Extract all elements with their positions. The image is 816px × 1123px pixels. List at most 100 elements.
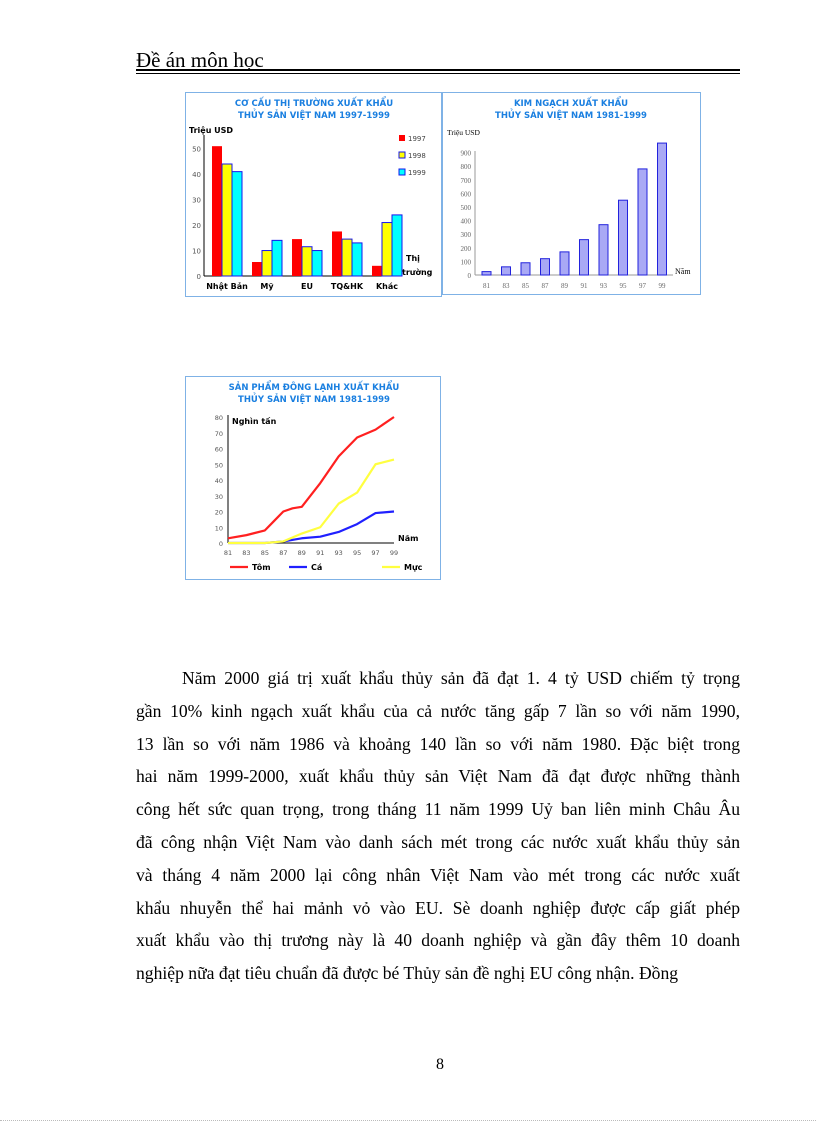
x-tick-label: 89 — [298, 549, 306, 557]
y-tick-label: 200 — [461, 245, 472, 253]
x-axis-label: Năm — [675, 267, 691, 276]
y-tick-label: 0 — [468, 272, 472, 280]
chart-title: THỦY SẢN VIỆT NAM 1981-1999 — [238, 392, 390, 405]
bar-Khác-1999 — [391, 214, 403, 277]
x-tick-label: TQ&HK — [331, 282, 364, 291]
y-tick-label: 30 — [192, 197, 201, 205]
text-line: Năm 2000 giá trị xuất khẩu thủy sản đã đ… — [182, 668, 740, 688]
chart-title: CƠ CẤU THỊ TRƯỜNG XUẤT KHẨU — [235, 96, 393, 109]
x-tick-label: Mỹ — [260, 282, 274, 291]
bar-Khác-1998 — [381, 222, 393, 277]
y-tick-label: 20 — [192, 222, 201, 230]
bar-EU-1998 — [301, 246, 313, 277]
header-rule — [136, 69, 740, 74]
x-tick-label: Nhật Bản — [206, 281, 248, 291]
y-axis-label: Nghìn tấn — [232, 416, 277, 426]
bar-97 — [637, 168, 648, 276]
legend-label: 1998 — [408, 152, 426, 160]
text-line: xuất khẩu vào thị trương này là 40 doanh… — [136, 930, 740, 951]
chart-market-structure: CƠ CẤU THỊ TRƯỜNG XUẤT KHẨU THỦY SẢN VIỆT… — [185, 92, 442, 297]
chart-title: THỦY SẢN VIỆT NAM 1997-1999 — [238, 108, 390, 121]
y-tick-label: 60 — [215, 446, 223, 454]
x-tick-label: 93 — [600, 282, 608, 290]
text-line: 13 lần so với năm 1986 và khoảng 140 lần… — [136, 733, 740, 754]
x-tick-label: 99 — [659, 282, 667, 290]
bar-91 — [579, 239, 589, 276]
y-tick-label: 300 — [461, 231, 472, 239]
x-tick-label: 99 — [390, 549, 398, 557]
x-tick-label: EU — [301, 282, 313, 291]
legend-swatch — [398, 168, 406, 176]
y-tick-label: 700 — [461, 177, 472, 185]
bar-Mỹ-1998 — [261, 250, 273, 277]
y-tick-label: 800 — [461, 163, 472, 171]
line-Tôm — [227, 416, 395, 540]
x-tick-label: 83 — [503, 282, 511, 290]
x-tick-label: 83 — [242, 549, 250, 557]
x-tick-label: 95 — [353, 549, 361, 557]
y-tick-label: 400 — [461, 218, 472, 226]
x-tick-label: 97 — [639, 282, 647, 290]
y-tick-label: 50 — [215, 461, 223, 469]
bar-Mỹ-1999 — [271, 239, 283, 277]
x-axis-label: Thị — [406, 254, 420, 263]
header-title: Đề án môn học — [136, 48, 264, 72]
y-tick-label: 100 — [461, 258, 472, 266]
x-tick-label: 89 — [561, 282, 569, 290]
bar-EU-1999 — [311, 250, 323, 277]
y-tick-label: 80 — [215, 414, 223, 422]
text-line: công hết sức quan trọng, trong tháng 11 … — [136, 799, 740, 820]
x-tick-label: 91 — [316, 549, 324, 557]
text-line: đã công nhận Việt Nam vào danh sách mét … — [136, 831, 740, 852]
bar-TQ&HK-1997 — [332, 231, 342, 276]
y-tick-label: 10 — [215, 524, 223, 532]
y-tick-label: 70 — [215, 430, 223, 438]
legend-label: 1997 — [408, 135, 426, 143]
legend-label: 1999 — [408, 169, 426, 177]
text-line: khẩu nhuyễn thể hai mảnh vỏ vào EU. Sè d… — [136, 897, 740, 918]
legend-label: Mực — [404, 563, 423, 572]
bar-99 — [657, 142, 667, 276]
text-line: và tháng 4 năm 2000 lại công nhân Việt N… — [136, 864, 740, 885]
text-line: nghiệp nữa đạt tiêu chuẩn đã được bé Thủ… — [136, 963, 679, 984]
y-axis-label: Triệu USD — [189, 126, 233, 135]
line-Mực — [228, 458, 395, 545]
legend-label: Cá — [311, 563, 322, 572]
bar-81 — [481, 271, 492, 276]
legend-label: Tôm — [252, 562, 271, 572]
text-line: gần 10% kinh ngạch xuất khẩu của cả nước… — [136, 700, 740, 721]
x-tick-label: 87 — [542, 282, 550, 290]
x-tick-label: 85 — [522, 282, 530, 290]
chart-title: SẢN PHẨM ĐÔNG LẠNH XUẤT KHẨU — [229, 380, 400, 393]
x-tick-label: 97 — [371, 549, 379, 557]
bar-85 — [520, 262, 531, 276]
bar-95 — [618, 199, 628, 276]
y-tick-label: 10 — [192, 248, 201, 256]
bar-Nhật Bản-1999 — [231, 171, 243, 277]
bar-EU-1997 — [292, 239, 302, 276]
y-tick-label: 500 — [461, 204, 472, 212]
y-tick-label: 0 — [219, 540, 223, 548]
body-paragraph: Năm 2000 giá trị xuất khẩu thủy sản đã đ… — [136, 662, 740, 990]
bar-83 — [501, 266, 511, 276]
text-line: hai năm 1999-2000, xuất khẩu thủy sản Vi… — [136, 766, 740, 787]
y-axis-label: Triệu USD — [447, 128, 480, 137]
x-tick-label: 95 — [620, 282, 628, 290]
y-tick-label: 40 — [192, 171, 201, 179]
bar-TQ&HK-1999 — [351, 242, 363, 277]
chart-export-value: KIM NGẠCH XUẤT KHẨU THỦY SẢN VIỆT NAM 198… — [442, 92, 701, 295]
x-tick-label: 81 — [483, 282, 491, 290]
bar-Nhật Bản-1997 — [212, 146, 222, 276]
x-tick-label: 81 — [224, 549, 232, 557]
legend-swatch — [398, 151, 406, 159]
x-tick-label: 87 — [279, 549, 287, 557]
x-axis-label: trường — [402, 267, 433, 277]
page-number: 8 — [436, 1056, 444, 1073]
y-tick-label: 30 — [215, 493, 223, 501]
bar-87 — [540, 258, 550, 276]
y-tick-label: 600 — [461, 190, 472, 198]
chart-title: KIM NGẠCH XUẤT KHẨU — [514, 96, 628, 109]
x-tick-label: Khác — [376, 282, 398, 291]
bar-93 — [598, 224, 609, 276]
